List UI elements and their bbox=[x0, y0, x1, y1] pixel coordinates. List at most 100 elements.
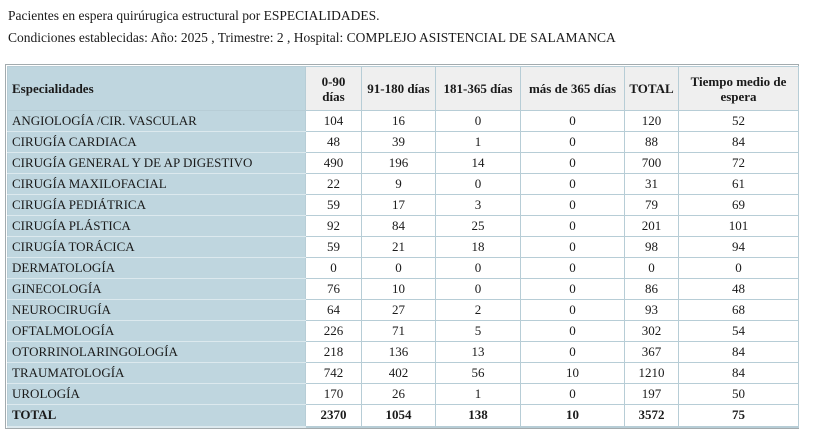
value-cell: 21 bbox=[361, 236, 436, 258]
value-cell: 69 bbox=[678, 194, 799, 216]
value-cell: 39 bbox=[361, 131, 436, 153]
value-cell: 92 bbox=[305, 215, 362, 237]
column-header-181-365-dias: 181-365 días bbox=[435, 66, 521, 111]
value-cell: 367 bbox=[624, 341, 679, 363]
value-cell: 2 bbox=[435, 299, 521, 321]
value-cell: 25 bbox=[435, 215, 521, 237]
specialty-name-cell: CIRUGÍA CARDIACA bbox=[7, 131, 306, 153]
value-cell: 56 bbox=[435, 362, 521, 384]
value-cell: 52 bbox=[678, 110, 799, 132]
value-cell: 9 bbox=[361, 173, 436, 195]
value-cell: 93 bbox=[624, 299, 679, 321]
value-cell: 0 bbox=[435, 257, 521, 279]
table-header: Especialidades 0-90 días 91-180 días 181… bbox=[7, 66, 799, 111]
value-cell: 84 bbox=[678, 341, 799, 363]
value-cell: 59 bbox=[305, 194, 362, 216]
column-header-mas-365-dias: más de 365 días bbox=[520, 66, 625, 111]
specialty-name-cell: OTORRINOLARINGOLOGÍA bbox=[7, 341, 306, 363]
table-row: DERMATOLOGÍA 0 0 0 0 0 0 bbox=[7, 257, 799, 279]
report-header: Pacientes en espera quirúrugica estructu… bbox=[0, 0, 817, 49]
value-cell: 72 bbox=[678, 152, 799, 174]
table-row: CIRUGÍA CARDIACA 48 39 1 0 88 84 bbox=[7, 131, 799, 153]
value-cell: 1210 bbox=[624, 362, 679, 384]
table-row: CIRUGÍA MAXILOFACIAL 22 9 0 0 31 61 bbox=[7, 173, 799, 195]
value-cell: 0 bbox=[624, 257, 679, 279]
value-cell: 26 bbox=[361, 383, 436, 405]
specialty-name-cell: OFTALMOLOGÍA bbox=[7, 320, 306, 342]
table-row: OTORRINOLARINGOLOGÍA 218 136 13 0 367 84 bbox=[7, 341, 799, 363]
table-row: OFTALMOLOGÍA 226 71 5 0 302 54 bbox=[7, 320, 799, 342]
value-cell: 196 bbox=[361, 152, 436, 174]
value-cell: 88 bbox=[624, 131, 679, 153]
value-cell: 1 bbox=[435, 383, 521, 405]
specialty-name-cell: GINECOLOGÍA bbox=[7, 278, 306, 300]
value-cell: 0 bbox=[520, 173, 625, 195]
value-cell: 0 bbox=[435, 173, 521, 195]
value-cell: 0 bbox=[305, 257, 362, 279]
value-cell: 0 bbox=[520, 278, 625, 300]
value-cell: 14 bbox=[435, 152, 521, 174]
value-cell: 3572 bbox=[624, 404, 679, 428]
value-cell: 0 bbox=[361, 257, 436, 279]
column-header-especialidades: Especialidades bbox=[7, 66, 306, 111]
specialty-name-cell: UROLOGÍA bbox=[7, 383, 306, 405]
specialty-name-cell: CIRUGÍA GENERAL Y DE AP DIGESTIVO bbox=[7, 152, 306, 174]
report-conditions: Condiciones establecidas: Año: 2025 , Tr… bbox=[8, 30, 616, 45]
value-cell: 226 bbox=[305, 320, 362, 342]
value-cell: 10 bbox=[361, 278, 436, 300]
table-row: GINECOLOGÍA 76 10 0 0 86 48 bbox=[7, 278, 799, 300]
value-cell: 18 bbox=[435, 236, 521, 258]
value-cell: 50 bbox=[678, 383, 799, 405]
value-cell: 104 bbox=[305, 110, 362, 132]
value-cell: 201 bbox=[624, 215, 679, 237]
value-cell: 302 bbox=[624, 320, 679, 342]
specialty-name-cell: ANGIOLOGÍA /CIR. VASCULAR bbox=[7, 110, 306, 132]
table-row: ANGIOLOGÍA /CIR. VASCULAR 104 16 0 0 120 52 bbox=[7, 110, 799, 132]
value-cell: 13 bbox=[435, 341, 521, 363]
value-cell: 0 bbox=[520, 341, 625, 363]
value-cell: 84 bbox=[361, 215, 436, 237]
table-row: NEUROCIRUGÍA 64 27 2 0 93 68 bbox=[7, 299, 799, 321]
table-row: TRAUMATOLOGÍA 742 402 56 10 1210 84 bbox=[7, 362, 799, 384]
column-header-tiempo-medio: Tiempo medio de espera bbox=[678, 66, 799, 111]
column-header-91-180-dias: 91-180 días bbox=[361, 66, 436, 111]
column-header-total: TOTAL bbox=[624, 66, 679, 111]
table-row: CIRUGÍA TORÁCICA 59 21 18 0 98 94 bbox=[7, 236, 799, 258]
value-cell: 76 bbox=[305, 278, 362, 300]
value-cell: 0 bbox=[520, 152, 625, 174]
value-cell: 0 bbox=[520, 131, 625, 153]
value-cell: 197 bbox=[624, 383, 679, 405]
value-cell: 75 bbox=[678, 404, 799, 428]
value-cell: 0 bbox=[520, 236, 625, 258]
value-cell: 138 bbox=[435, 404, 521, 428]
value-cell: 10 bbox=[520, 362, 625, 384]
value-cell: 98 bbox=[624, 236, 679, 258]
specialties-table: Especialidades 0-90 días 91-180 días 181… bbox=[7, 66, 799, 428]
value-cell: 31 bbox=[624, 173, 679, 195]
table-row: CIRUGÍA PLÁSTICA 92 84 25 0 201 101 bbox=[7, 215, 799, 237]
value-cell: 0 bbox=[520, 299, 625, 321]
value-cell: 3 bbox=[435, 194, 521, 216]
table-row: CIRUGÍA GENERAL Y DE AP DIGESTIVO 490 196 1… bbox=[7, 152, 799, 174]
table-row: CIRUGÍA PEDIÁTRICA 59 17 3 0 79 69 bbox=[7, 194, 799, 216]
header-row: Especialidades 0-90 días 91-180 días 181… bbox=[7, 66, 799, 111]
specialties-table-body: ANGIOLOGÍA /CIR. VASCULAR 104 16 0 0 120 52 CIR… bbox=[7, 110, 799, 428]
value-cell: 136 bbox=[361, 341, 436, 363]
value-cell: 0 bbox=[435, 110, 521, 132]
value-cell: 0 bbox=[520, 110, 625, 132]
value-cell: 59 bbox=[305, 236, 362, 258]
specialties-table-container: Especialidades 0-90 días 91-180 días 181… bbox=[5, 64, 799, 429]
specialty-name-cell: DERMATOLOGÍA bbox=[7, 257, 306, 279]
specialty-name-cell: NEUROCIRUGÍA bbox=[7, 299, 306, 321]
column-header-0-90-dias: 0-90 días bbox=[305, 66, 362, 111]
value-cell: 490 bbox=[305, 152, 362, 174]
value-cell: 1 bbox=[435, 131, 521, 153]
value-cell: 0 bbox=[520, 383, 625, 405]
specialty-name-cell: CIRUGÍA PLÁSTICA bbox=[7, 215, 306, 237]
value-cell: 700 bbox=[624, 152, 679, 174]
value-cell: 1054 bbox=[361, 404, 436, 428]
specialty-name-cell: CIRUGÍA TORÁCICA bbox=[7, 236, 306, 258]
report-title: Pacientes en espera quirúrugica estructu… bbox=[8, 8, 380, 23]
value-cell: 48 bbox=[305, 131, 362, 153]
value-cell: 402 bbox=[361, 362, 436, 384]
